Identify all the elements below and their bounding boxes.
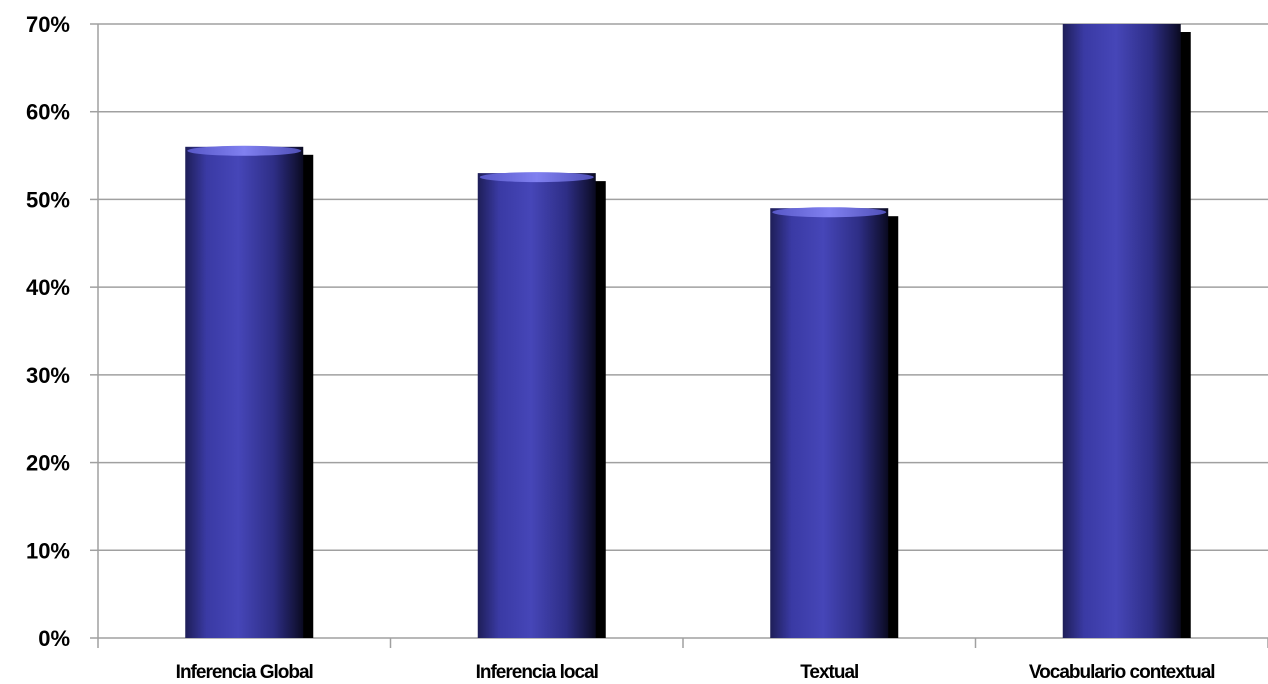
bar-shadow — [1178, 32, 1191, 638]
bar-shadow — [301, 154, 314, 639]
y-tick-label: 60% — [26, 100, 70, 125]
x-category-label: Vocabulario contextual — [1029, 662, 1215, 683]
bar — [477, 173, 596, 638]
bar — [1062, 24, 1181, 638]
x-category-label: Inferencia local — [476, 662, 598, 683]
bar — [185, 146, 304, 639]
x-category-label: Inferencia Global — [176, 662, 313, 683]
y-tick-label: 40% — [26, 275, 70, 300]
y-tick-label: 70% — [26, 12, 70, 37]
bar-cap — [187, 145, 302, 156]
bar — [770, 208, 889, 638]
y-tick-label: 30% — [26, 363, 70, 388]
y-tick-label: 0% — [38, 626, 70, 651]
bar-shadow — [886, 216, 899, 638]
y-tick-labels: 0% 10% 20% 30% 40% 50% 60% 70% — [26, 12, 70, 651]
bar-shadow — [593, 181, 606, 638]
bar-cap — [772, 207, 887, 218]
bars — [185, 24, 1191, 639]
x-category-labels: Inferencia Global Inferencia local Textual… — [176, 662, 1216, 683]
bar-cap — [479, 172, 594, 183]
y-tick-label: 20% — [26, 451, 70, 476]
y-tick-label: 50% — [26, 187, 70, 212]
x-category-label: Textual — [800, 662, 858, 683]
y-tick-label: 10% — [26, 538, 70, 563]
